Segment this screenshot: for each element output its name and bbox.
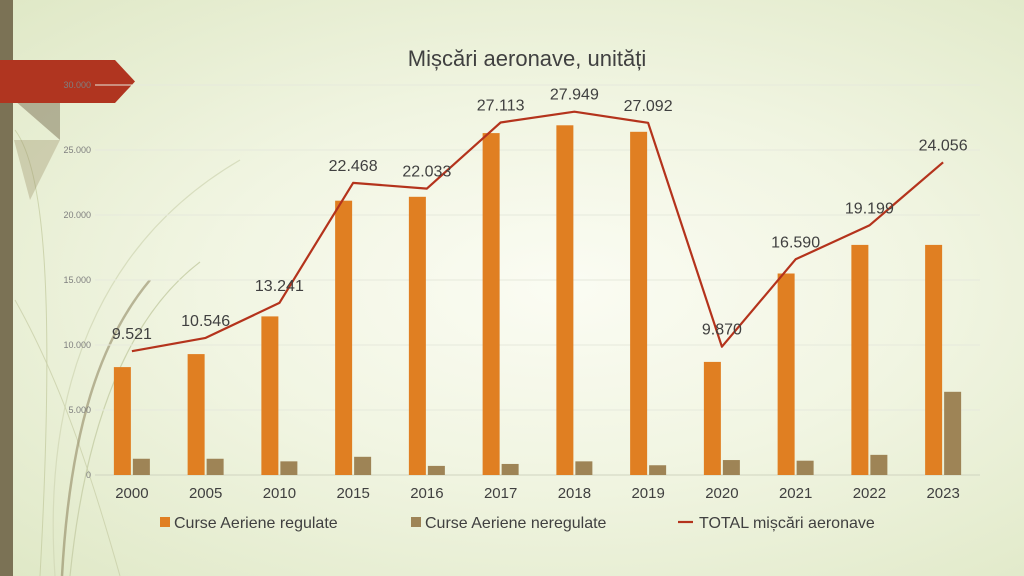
x-tick-label: 2018 <box>558 485 591 502</box>
x-tick-label: 2000 <box>115 485 148 502</box>
bar-irregular <box>354 456 372 475</box>
legend-label-total: TOTAL mișcări aeronave <box>699 515 875 532</box>
total-line <box>131 110 944 353</box>
total-data-label: 13.241 <box>255 278 304 295</box>
total-data-label: 24.056 <box>919 137 968 154</box>
total-data-label: 27.949 <box>550 87 599 104</box>
x-tick-label: 2023 <box>926 485 959 502</box>
bar-irregular <box>944 391 962 475</box>
x-tick-label: 2010 <box>263 485 296 502</box>
total-data-label: 9.870 <box>702 322 742 339</box>
bar-regular <box>630 131 648 476</box>
legend-label-regular: Curse Aeriene regulate <box>174 515 338 532</box>
y-tick-label: 10.000 <box>63 340 91 350</box>
bar-regular <box>187 354 205 475</box>
bar-irregular <box>870 454 888 475</box>
bar-regular <box>113 367 131 475</box>
bar-irregular <box>796 460 814 475</box>
bar-irregular <box>575 461 593 475</box>
x-tick-label: 2015 <box>336 485 369 502</box>
total-data-label: 16.590 <box>771 234 820 251</box>
bar-regular <box>482 133 500 475</box>
bar-regular <box>703 361 721 475</box>
bar-irregular <box>132 458 150 475</box>
x-axis-ticks: 2000 2005 2010 2015 2016 2017 2018 2019 2020 2021… <box>115 485 960 502</box>
decorative-curves <box>14 100 241 576</box>
total-data-label: 27.113 <box>477 98 525 115</box>
bar-irregular <box>722 460 740 475</box>
bar-regular <box>851 244 869 475</box>
total-data-label: 27.092 <box>624 98 673 115</box>
left-decorative-stripe <box>0 0 13 576</box>
total-data-label: 19.199 <box>845 200 894 217</box>
total-data-label: 22.033 <box>402 164 451 181</box>
bar-irregular <box>280 461 298 475</box>
y-axis-ticks: 0 5.000 10.000 15.000 20.000 25.000 30.000 <box>63 80 91 480</box>
bar-regular <box>261 316 279 475</box>
chart-title: Mișcări aeronave, unități <box>408 46 646 71</box>
y-tick-label: 20.000 <box>63 210 91 220</box>
y-tick-label: 5.000 <box>68 405 91 415</box>
x-tick-label: 2019 <box>631 485 664 502</box>
bar-regular <box>556 125 574 476</box>
x-tick-label: 2021 <box>779 485 812 502</box>
total-data-label: 22.468 <box>329 158 378 175</box>
total-data-label: 10.546 <box>181 313 230 330</box>
bar-regular <box>777 273 795 475</box>
x-tick-label: 2005 <box>189 485 222 502</box>
x-tick-label: 2020 <box>705 485 738 502</box>
x-tick-label: 2022 <box>853 485 886 502</box>
bar-irregular <box>206 458 224 475</box>
red-accent-tab <box>0 60 135 103</box>
y-tick-label: 0 <box>86 470 91 480</box>
legend: Curse Aeriene regulate Curse Aeriene nere… <box>160 515 875 532</box>
y-tick-label: 25.000 <box>63 145 91 155</box>
legend-swatch-regular <box>160 517 170 527</box>
x-tick-label: 2016 <box>410 485 443 502</box>
x-tick-label: 2017 <box>484 485 517 502</box>
y-tick-label: 30.000 <box>63 80 91 90</box>
legend-label-irregular: Curse Aeriene neregulate <box>425 515 607 532</box>
bar-regular <box>925 244 943 475</box>
bar-irregular <box>649 465 667 475</box>
total-data-labels: 9.521 10.546 13.241 22.468 22.033 27.113 27.94… <box>112 87 968 344</box>
bars <box>113 125 962 476</box>
bar-irregular <box>501 463 519 475</box>
total-data-label: 9.521 <box>112 326 152 343</box>
total-line-group <box>131 110 944 353</box>
gridlines <box>95 84 980 476</box>
bar-regular <box>408 196 426 476</box>
legend-swatch-irregular <box>411 517 421 527</box>
bar-regular <box>335 200 353 475</box>
y-tick-label: 15.000 <box>63 275 91 285</box>
bar-irregular <box>427 465 445 475</box>
